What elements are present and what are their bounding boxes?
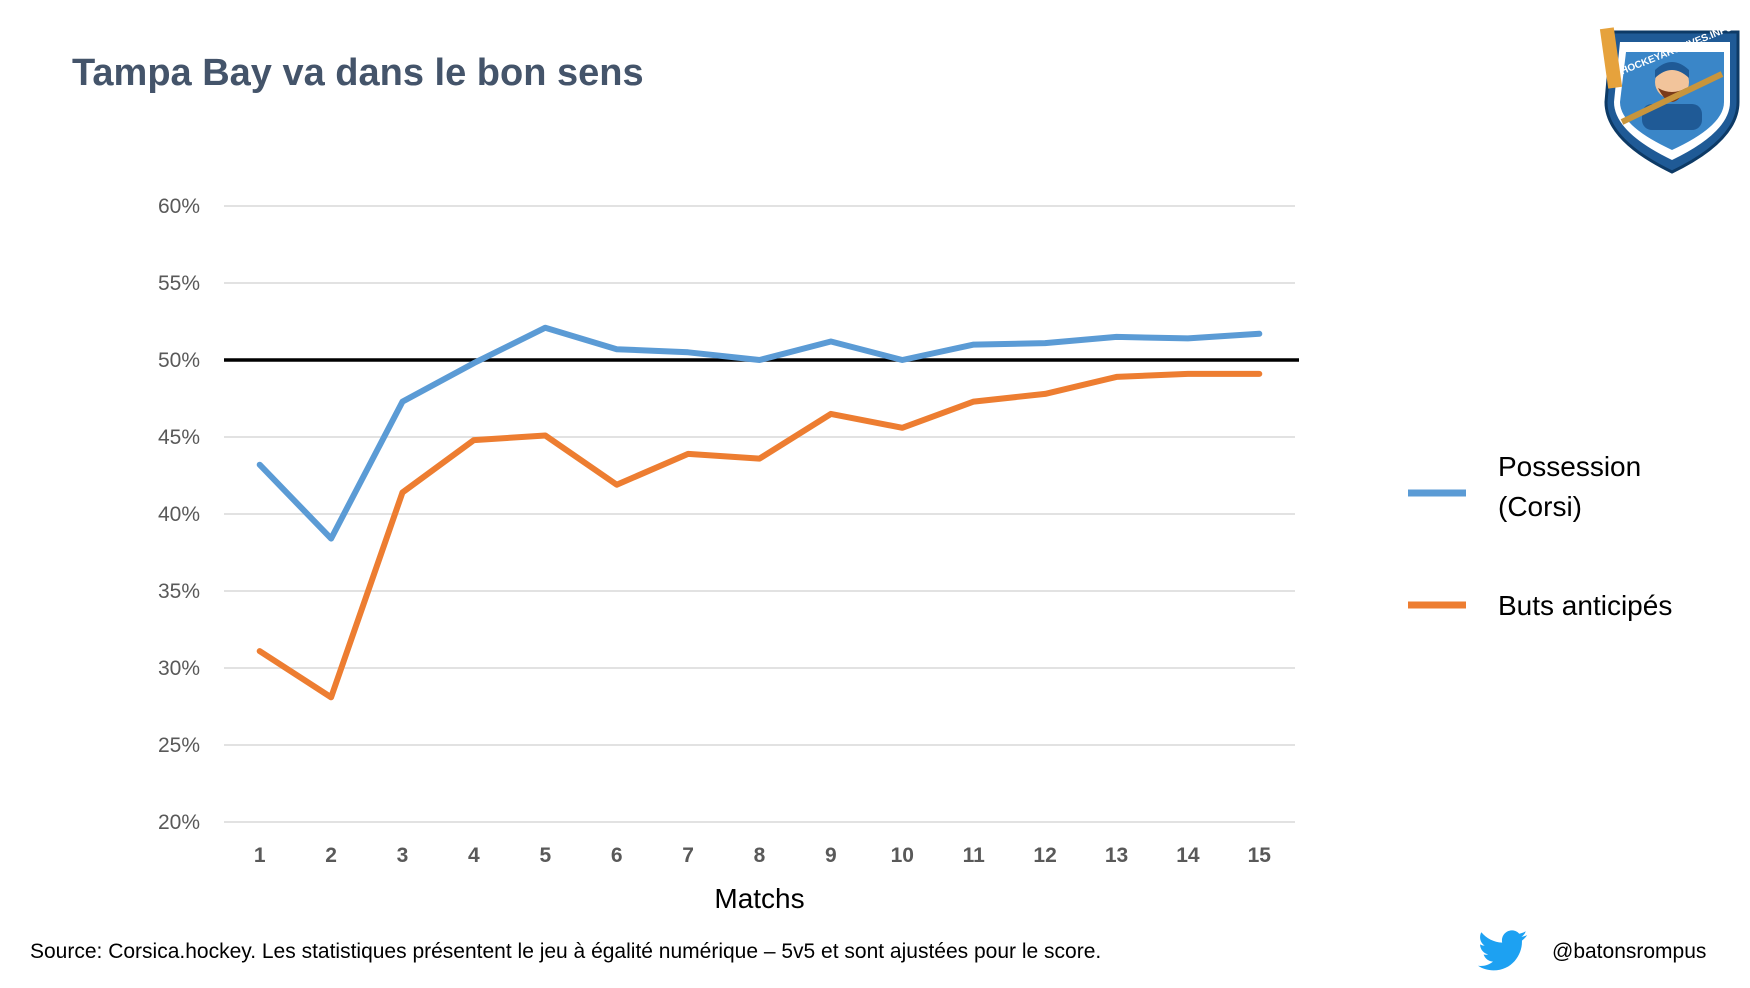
x-tick-label: 12 (1033, 844, 1056, 867)
legend-label: (Corsi) (1498, 491, 1582, 522)
y-tick-label: 40% (158, 503, 200, 526)
series-line-2 (256, 370, 1263, 701)
x-tick-label: 15 (1248, 844, 1272, 867)
x-tick-label: 3 (397, 844, 409, 867)
page-title: Tampa Bay va dans le bon sens (72, 52, 644, 94)
y-tick-label: 20% (158, 811, 200, 834)
y-tick-label: 60% (158, 195, 200, 218)
hockeyarchives-logo: HOCKEYARCHIVES.INFO (1599, 22, 1740, 174)
chart: 20%25%30%35%40%45%50%55%60% 1 2 3 4 5 6 7 8 9 10 1… (158, 195, 1672, 914)
x-tick-label: 7 (682, 844, 694, 867)
twitter-handle[interactable]: @batonsrompus (1552, 940, 1707, 963)
y-tick-label: 50% (158, 349, 200, 372)
x-axis-ticks: 1 2 3 4 5 6 7 8 9 10 11 12 13 14 15 (254, 844, 1271, 867)
twitter-bird-icon[interactable] (1478, 930, 1528, 972)
x-tick-label: 9 (825, 844, 837, 867)
x-tick-label: 8 (754, 844, 766, 867)
x-tick-label: 13 (1105, 844, 1128, 867)
x-axis-label: Matchs (714, 883, 804, 914)
x-tick-label: 2 (325, 844, 337, 867)
y-tick-label: 35% (158, 580, 200, 603)
y-tick-label: 25% (158, 734, 200, 757)
legend: Possession (Corsi) Buts anticipés (1408, 451, 1672, 621)
y-tick-label: 55% (158, 272, 200, 295)
y-axis-ticks: 20% 25% 30% 35% 40% 45% 50% 55% 60% (158, 195, 200, 834)
x-tick-label: 1 (254, 844, 266, 867)
grid-lines (224, 205, 1299, 823)
source-note: Source: Corsica.hockey. Les statistiques… (30, 940, 1102, 963)
x-tick-label: 5 (539, 844, 551, 867)
y-tick-label: 45% (158, 426, 200, 449)
series-lines (256, 324, 1263, 701)
legend-label: Possession (1498, 451, 1641, 482)
x-tick-label: 11 (963, 844, 986, 867)
x-tick-label: 4 (468, 844, 480, 867)
x-tick-label: 14 (1176, 844, 1200, 867)
x-tick-label: 10 (891, 844, 914, 867)
y-tick-label: 30% (158, 657, 200, 680)
legend-label: Buts anticipés (1498, 590, 1672, 621)
x-tick-label: 6 (611, 844, 623, 867)
